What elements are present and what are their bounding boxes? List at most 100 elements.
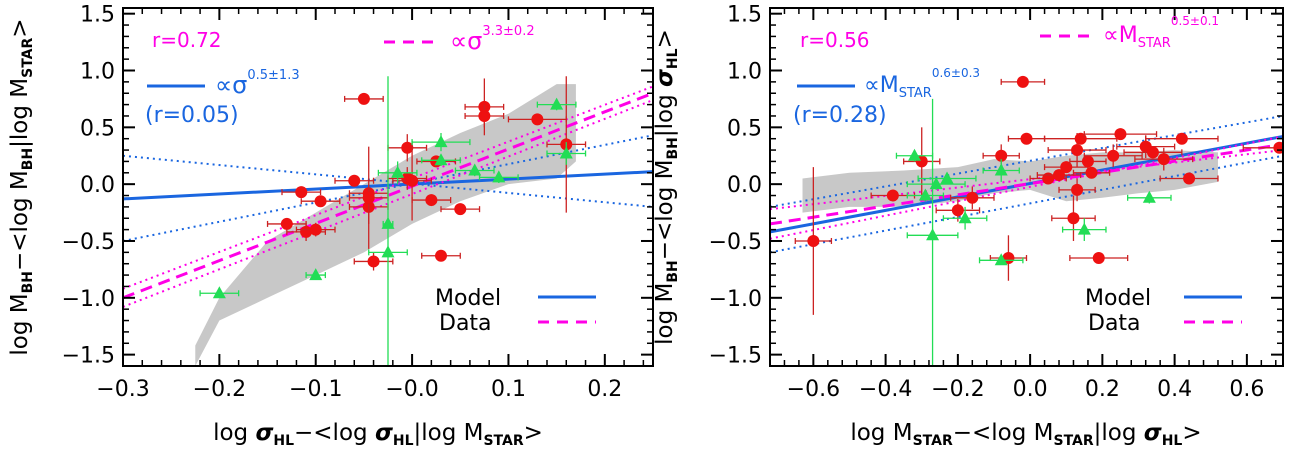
green-data-point — [895, 148, 934, 162]
red-data-point — [266, 217, 307, 230]
red-circle-marker — [1085, 166, 1098, 179]
red-data-point — [1058, 178, 1096, 202]
xl-sigma: σ — [375, 420, 393, 446]
left-model-slope-label: ∝σ0.5±1.3 — [215, 68, 300, 99]
green-data-point — [454, 163, 495, 177]
left-panel: −0.3 −0.2 −0.1 −0.0 0.1 0.2 −1.5 −1.0 −0.5 0.0 0.5… — [7, 3, 654, 449]
xl-sub: STAR — [483, 433, 523, 449]
right-fit-lines — [770, 114, 1283, 254]
red-circle-marker — [357, 92, 370, 105]
red-data-point — [464, 104, 505, 128]
red-data-point — [1159, 172, 1219, 185]
green-triangle-marker — [492, 170, 506, 183]
red-circle-marker — [1146, 146, 1159, 159]
red-circle-marker — [1042, 172, 1055, 185]
green-triangle-marker — [550, 97, 564, 110]
red-circle-marker — [966, 191, 979, 204]
yl-sigma: σ — [652, 69, 678, 87]
red-circle-marker — [280, 217, 293, 230]
green-data-point — [942, 206, 988, 230]
green-data-point — [1061, 218, 1107, 241]
green-triangle-marker — [940, 171, 954, 184]
right-legend-model-label: Model — [1085, 286, 1151, 311]
red-circle-marker — [1002, 252, 1015, 265]
xl-sub: HL — [273, 433, 294, 449]
green-data-point — [906, 177, 966, 190]
right-r-model: (r=0.28) — [793, 103, 887, 128]
red-data-point — [295, 222, 336, 237]
red-data-point — [989, 235, 1028, 281]
left-axis-ticks: −0.3 −0.2 −0.1 −0.0 0.1 0.2 −1.5 −1.0 −0.5 0.0 0.5… — [62, 3, 653, 402]
xl-sigma: σ — [1144, 420, 1162, 446]
red-circle-marker — [401, 141, 414, 154]
x-tick-label: −0.0 — [385, 377, 438, 402]
xl-part: |log — [1094, 420, 1144, 446]
green-data-point — [377, 161, 418, 185]
green-triangle-marker — [559, 146, 573, 159]
x-tick-label: 0.2 — [587, 377, 622, 402]
right-y-axis-label: log MBH−<log MBH|log σHL> — [652, 29, 681, 345]
green-triangle-marker — [1077, 222, 1091, 235]
x-tick-label: −0.6 — [787, 377, 840, 402]
green-triangle-marker — [381, 245, 395, 258]
green-triangle-marker — [994, 163, 1008, 176]
right-model-slope-label: ∝MSTAR0.6±0.3 — [864, 66, 980, 101]
green-triangle-marker — [908, 148, 922, 161]
right-data-slope-label: ∝MSTAR0.5±0.1 — [1103, 14, 1219, 51]
green-data-point — [982, 159, 1020, 182]
red-data-point — [949, 186, 995, 210]
red-data-point — [353, 252, 394, 271]
y-tick-label: −1.5 — [709, 344, 762, 369]
xl-sub: HL — [1162, 433, 1183, 449]
y-tick-label: 1.0 — [80, 60, 115, 85]
red-circle-marker — [309, 223, 322, 236]
left-data-slope-exp: 3.3±0.2 — [482, 24, 534, 39]
yl-sub: BH — [20, 271, 36, 293]
green-data-point — [411, 133, 471, 152]
green-triangle-marker — [926, 228, 940, 241]
green-data-point — [536, 97, 577, 111]
red-circle-marker — [314, 195, 327, 208]
yl-part: > — [652, 29, 678, 48]
x-tick-label: 0.1 — [491, 377, 526, 402]
right-model-slope-text: ∝M — [864, 73, 899, 98]
green-triangle-marker — [468, 163, 482, 176]
red-data-point — [1134, 147, 1194, 171]
green-triangle-marker — [381, 216, 395, 229]
yl-sub: BH — [665, 260, 681, 282]
x-tick-label: −0.3 — [96, 377, 149, 402]
green-triangle-marker — [918, 188, 932, 201]
red-circle-marker — [1114, 128, 1127, 141]
left-data-slope-label: ∝σ3.3±0.2 — [450, 24, 535, 55]
red-circle-marker — [1020, 132, 1033, 145]
red-data-point — [343, 92, 384, 105]
right-axis-ticks: −0.6 −0.4 −0.2 0.0 0.2 0.4 0.6 −1.5 −1.0 −0.5 0.0 0… — [709, 3, 1283, 402]
red-circle-marker — [362, 191, 375, 204]
red-circle-marker — [886, 189, 899, 202]
right-plot-frame — [769, 7, 1284, 367]
y-tick-label: 0.5 — [727, 116, 762, 141]
green-triangle-marker — [994, 253, 1008, 266]
left-y-axis-label: log MBH−<log MBH|log MSTAR> — [7, 18, 36, 355]
x-tick-label: −0.2 — [931, 377, 984, 402]
red-data-point — [1145, 132, 1219, 145]
green-triangle-marker — [212, 286, 226, 299]
green-data-point — [978, 253, 1024, 266]
xl-sub: STAR — [1054, 433, 1094, 449]
red-data-point — [300, 195, 341, 208]
yl-part: log M — [652, 283, 678, 345]
red-data-point — [392, 140, 433, 221]
left-r-data: r=0.72 — [152, 28, 222, 52]
green-data-point — [906, 98, 959, 366]
green-data-point — [199, 286, 240, 299]
red-circle-marker — [1175, 132, 1188, 145]
left-r-model: (r=0.05) — [145, 103, 239, 128]
x-tick-label: −0.4 — [859, 377, 912, 402]
y-tick-label: 1.5 — [80, 3, 115, 28]
red-circle-marker — [807, 234, 820, 247]
xl-part: log M — [850, 420, 912, 446]
red-data-point — [411, 194, 452, 207]
y-tick-label: 0.0 — [80, 173, 115, 198]
green-data-point — [381, 76, 395, 366]
right-r-data: r=0.56 — [800, 28, 870, 52]
